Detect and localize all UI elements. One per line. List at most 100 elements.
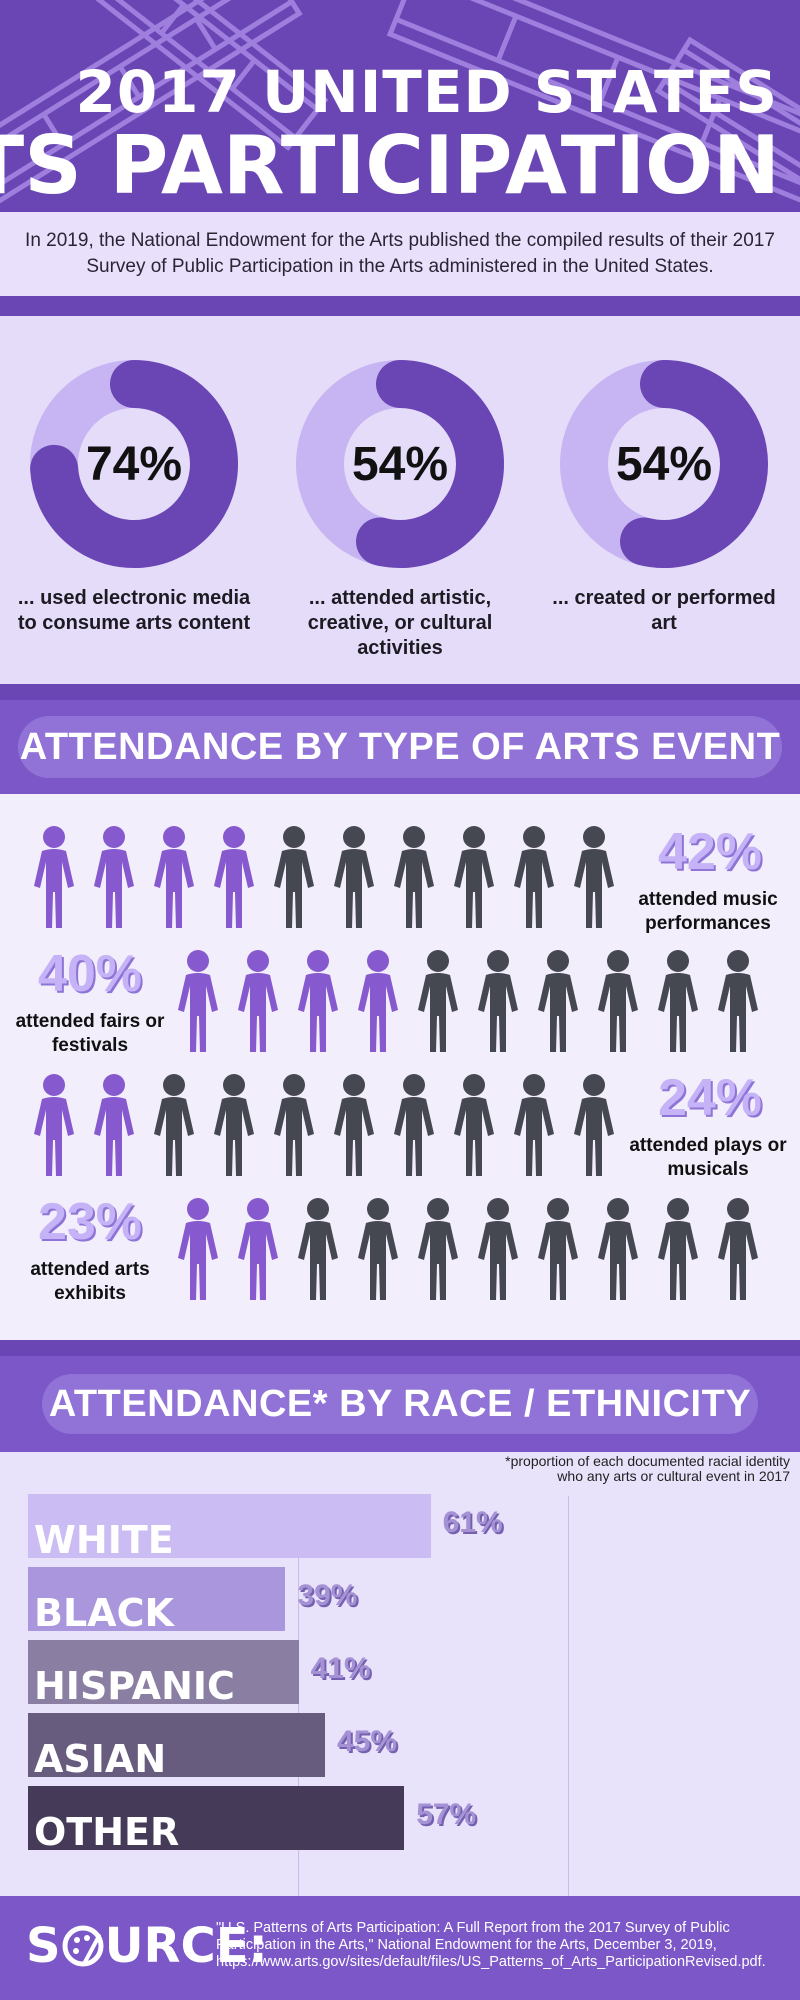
label-music: attended music performances [638,889,778,934]
donut-arc [560,360,768,568]
person-icon-highlighted [154,826,194,928]
bar-category-label: ASIAN [34,1737,167,1781]
person-icon [478,950,518,1052]
bar-value-label: 41% [310,1652,371,1685]
divider-band [0,684,800,700]
source-word-s: S [26,1918,61,1974]
title-line-2: ARTS PARTICIPATION [0,119,780,212]
donut-ring [296,360,504,568]
person-icon-highlighted [94,826,134,928]
person-icon-highlighted [298,950,338,1052]
person-icon [658,950,698,1052]
donut-caption: ... attended artistic, creative, or cult… [307,587,493,659]
person-icon [574,826,614,928]
bar: BLACK [28,1567,286,1635]
person-icon [718,950,758,1052]
person-icon [718,1198,758,1300]
donut-caption: ... used electronic media to consume art… [17,587,251,634]
donut-caption: ... created or performed art [552,587,776,634]
percent-plays: 24% [657,1069,763,1127]
person-icon [478,1198,518,1300]
section-title-type: ATTENDANCE BY TYPE OF ARTS EVENT [18,716,782,778]
donut-arc [296,360,504,568]
bar-category-label: WHITE [34,1518,174,1562]
person-icon-highlighted [214,826,254,928]
person-icon [538,1198,578,1300]
label-exhibits: attended arts exhibits [30,1259,150,1304]
person-icon [574,1074,614,1176]
gridline [568,1496,569,1896]
person-icon-highlighted [178,1198,218,1300]
person-icon [598,950,638,1052]
person-icon [598,1198,638,1300]
source-word-rest: URCE: [104,1918,268,1974]
race-bar-chart-section: *proportion of each documented racial id… [0,1452,800,1896]
donut-value: 54% [351,437,449,491]
person-icon [154,1074,194,1176]
person-icon [418,950,458,1052]
bar: HISPANIC [28,1640,299,1708]
donut-ring [560,360,768,568]
person-icon-highlighted [178,950,218,1052]
bar-category-label: BLACK [34,1591,174,1635]
donut-chart-created-art: 54% [556,356,772,572]
person-icon [298,1198,338,1300]
person-icon [334,826,374,928]
header-banner: 2017 UNITED STATES ARTS PARTICIPATION [0,0,800,212]
bar: ASIAN [28,1713,325,1781]
footnote-text: *proportion of each documented racial id… [505,1453,790,1484]
source-heading: S URCE: [26,1918,268,1974]
label-fairs: attended fairs or festivals [15,1011,165,1056]
person-icon-highlighted [238,950,278,1052]
bar: OTHER [28,1786,405,1854]
divider-band [0,296,800,316]
percent-fairs: 40% [37,945,143,1003]
bar-value-label: 61% [442,1506,503,1539]
donut-chart-attended-activities: 54% [292,356,508,572]
source-citation: "U.S. Patterns of Arts Participation: A … [216,1920,766,1970]
person-icon [334,1074,374,1176]
person-icon [274,826,314,928]
person-icon [514,1074,554,1176]
bar-value-label: 45% [337,1725,398,1758]
bar-value-label: 57% [416,1798,477,1831]
section-header-type: ATTENDANCE BY TYPE OF ARTS EVENT [0,700,800,794]
person-icon [214,1074,254,1176]
person-icon [658,1198,698,1300]
divider-band [0,1340,800,1356]
person-icon-highlighted [94,1074,134,1176]
donut-value: 54% [615,437,713,491]
person-icon-highlighted [238,1198,278,1300]
bar-value-label: 39% [297,1579,358,1612]
bar-category-label: OTHER [34,1810,180,1854]
donut-ring [30,360,238,568]
source-footer: S URCE: "U.S. Patterns of Arts Participa… [0,1896,800,2000]
percent-music: 42% [657,823,763,881]
people-pictogram-section: 42% attended music performances 40% atte… [0,794,800,1340]
person-icon [394,1074,434,1176]
intro-text: In 2019, the National Endowment for the … [0,212,800,296]
donut-arc [30,360,238,568]
person-icon [394,826,434,928]
bar-category-label: HISPANIC [34,1664,235,1708]
person-icon [358,1198,398,1300]
palette-icon [62,1925,104,1967]
donut-chart-electronic-media: 74% [26,356,242,572]
title-line-1: 2017 UNITED STATES [75,58,778,126]
bar: WHITE [28,1494,431,1562]
person-icon [418,1198,458,1300]
footnote: *proportion of each documented racial id… [480,1454,790,1484]
person-icon-highlighted [358,950,398,1052]
person-icon [514,826,554,928]
person-icon [538,950,578,1052]
donut-stats-section: 74% ... used electronic media to consume… [0,316,800,684]
label-plays: attended plays or musicals [629,1135,787,1180]
person-icon [274,1074,314,1176]
section-header-race: ATTENDANCE* BY RACE / ETHNICITY [0,1356,800,1452]
person-icon [454,1074,494,1176]
person-icon-highlighted [34,1074,74,1176]
donut-value: 74% [85,437,183,491]
section-title-race: ATTENDANCE* BY RACE / ETHNICITY [42,1374,758,1434]
pictogram-grid [34,826,758,1300]
film-strip-decoration [0,0,800,212]
